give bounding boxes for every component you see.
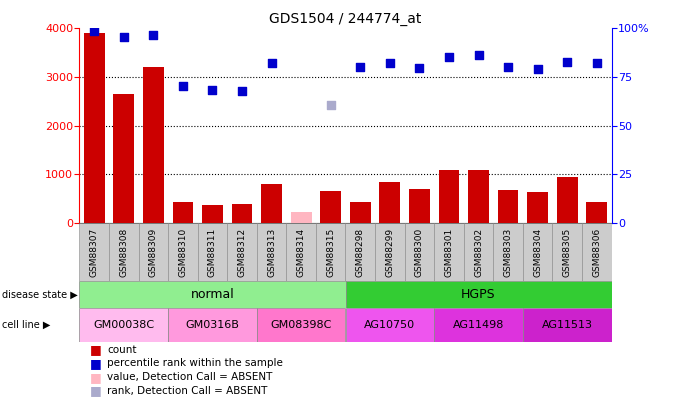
Bar (464, 223, 493, 281)
Text: GSM88306: GSM88306 (592, 228, 601, 277)
Bar (79, 308, 168, 342)
Bar (523, 308, 612, 342)
Point (354, 64, 366, 70)
Bar (79, 281, 346, 308)
Point (118, 34, 129, 40)
Text: percentile rank within the sample: percentile rank within the sample (107, 358, 283, 368)
Bar (527, 192, 548, 223)
Point (236, 87, 247, 94)
Point (266, 60, 277, 66)
Bar (321, 191, 341, 223)
Bar (346, 281, 612, 308)
Point (178, 83, 189, 89)
Point (325, 102, 337, 109)
Bar (227, 223, 257, 281)
Bar (257, 308, 346, 342)
Bar (498, 190, 518, 223)
Point (414, 65, 425, 71)
Text: GSM88300: GSM88300 (415, 228, 424, 277)
Bar (346, 308, 434, 342)
Text: GSM88315: GSM88315 (326, 228, 335, 277)
Bar (139, 223, 168, 281)
Text: GSM88308: GSM88308 (120, 228, 129, 277)
Bar (350, 202, 370, 223)
Text: ■: ■ (90, 371, 102, 384)
Text: cell line ▶: cell line ▶ (2, 320, 50, 330)
Text: GSM88312: GSM88312 (238, 228, 247, 277)
Text: rank, Detection Call = ABSENT: rank, Detection Call = ABSENT (107, 386, 267, 396)
Text: GSM88310: GSM88310 (178, 228, 187, 277)
Point (384, 60, 395, 66)
Text: GSM88307: GSM88307 (90, 228, 99, 277)
Text: GSM88305: GSM88305 (562, 228, 571, 277)
Bar (168, 308, 257, 342)
Bar (493, 223, 523, 281)
Text: AG11513: AG11513 (542, 320, 593, 330)
Text: ■: ■ (90, 384, 102, 397)
Text: AG10750: AG10750 (364, 320, 415, 330)
Point (148, 32, 159, 38)
Text: GSM88303: GSM88303 (504, 228, 513, 277)
Bar (291, 212, 312, 223)
Bar (468, 170, 489, 223)
Bar (79, 223, 109, 281)
Title: GDS1504 / 244774_at: GDS1504 / 244774_at (269, 12, 422, 26)
Bar (168, 223, 198, 281)
Bar (379, 182, 400, 223)
Text: GSM88299: GSM88299 (386, 228, 395, 277)
Text: GSM88298: GSM88298 (356, 228, 365, 277)
Point (444, 53, 455, 60)
Text: AG11498: AG11498 (453, 320, 504, 330)
Text: disease state ▶: disease state ▶ (2, 290, 78, 300)
Bar (286, 223, 316, 281)
Bar (523, 223, 552, 281)
Bar (316, 223, 346, 281)
Bar (587, 202, 607, 223)
Point (502, 64, 513, 70)
Bar (231, 204, 252, 223)
Point (532, 66, 543, 72)
Text: GSM88309: GSM88309 (149, 228, 158, 277)
Point (473, 51, 484, 58)
Bar (434, 223, 464, 281)
Bar (84, 33, 104, 223)
Bar (261, 184, 282, 223)
Bar (143, 67, 164, 223)
Bar (346, 223, 375, 281)
Bar (409, 189, 430, 223)
Bar (582, 223, 612, 281)
Bar (439, 170, 460, 223)
Bar (198, 223, 227, 281)
Bar (257, 223, 286, 281)
Bar (405, 223, 434, 281)
Text: GSM88301: GSM88301 (444, 228, 453, 277)
Bar (434, 308, 523, 342)
Text: GM0316B: GM0316B (186, 320, 239, 330)
Text: ■: ■ (90, 357, 102, 370)
Text: GSM88313: GSM88313 (267, 228, 276, 277)
Text: GSM88302: GSM88302 (474, 228, 483, 277)
Bar (552, 223, 582, 281)
Point (562, 59, 573, 66)
Text: GM00038C: GM00038C (93, 320, 154, 330)
Bar (202, 205, 223, 223)
Text: GM08398C: GM08398C (270, 320, 332, 330)
Text: value, Detection Call = ABSENT: value, Detection Call = ABSENT (107, 372, 272, 382)
Point (207, 87, 218, 93)
Point (591, 60, 603, 66)
Text: ■: ■ (90, 343, 102, 356)
Bar (375, 223, 405, 281)
Text: normal: normal (191, 288, 234, 301)
Bar (557, 177, 578, 223)
Bar (109, 223, 139, 281)
Text: GSM88304: GSM88304 (533, 228, 542, 277)
Bar (113, 94, 134, 223)
Text: GSM88314: GSM88314 (296, 228, 305, 277)
Bar (173, 202, 193, 223)
Text: HGPS: HGPS (461, 288, 496, 301)
Text: count: count (107, 345, 137, 354)
Point (88, 28, 100, 34)
Text: GSM88311: GSM88311 (208, 228, 217, 277)
